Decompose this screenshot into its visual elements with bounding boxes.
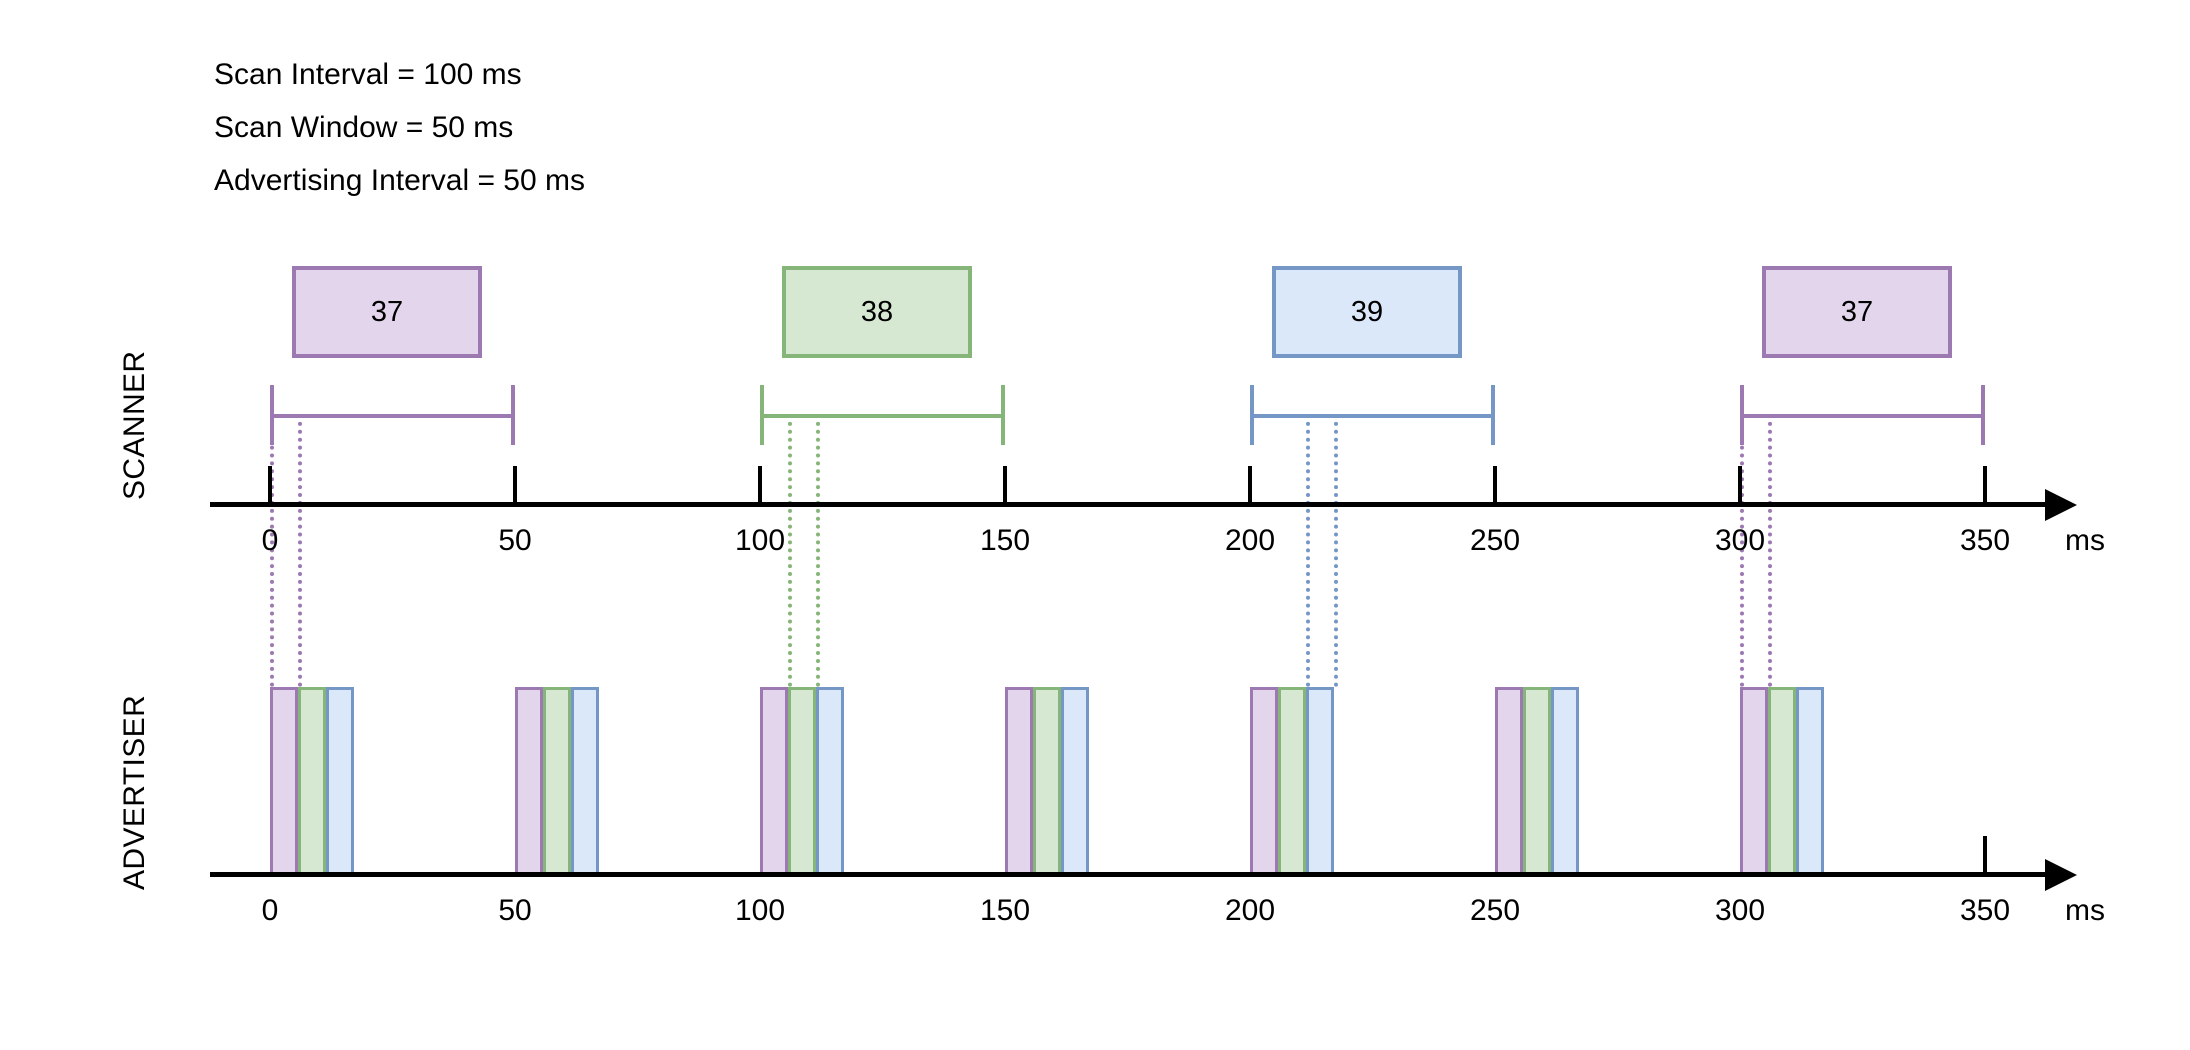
advertiser-axis-tick-label: 100 [734,894,786,927]
advertiser-axis-tick [1983,836,1987,874]
match-connector-line [1767,414,1772,687]
advertiser-packet-bar [1005,687,1033,877]
advertiser-axis-tick-label: 0 [261,894,279,927]
advertiser-packet-bar [1795,687,1824,877]
scan-window-bracket [270,385,515,445]
param-advertising-interval: Advertising Interval = 50 ms [214,164,586,197]
row-label-advertiser: ADVERTISER [118,694,151,890]
scanner-axis-tick [1738,466,1742,504]
advertiser-packet-bar [1032,687,1061,877]
scanner-channel-label: 37 [370,295,404,328]
advertiser-packet-bar [1550,687,1579,877]
advertiser-packet-bar [570,687,599,877]
match-connector-line [270,414,274,687]
scanner-axis-tick [1248,466,1252,504]
scanner-axis-arrow-icon [2045,489,2077,521]
scanner-axis-line [210,502,2045,507]
match-connector-line [787,414,792,687]
advertiser-packet-bar [1740,687,1768,877]
scan-window-bracket [760,385,1005,445]
advertiser-axis-tick-label: 50 [498,894,532,927]
advertiser-axis-unit-label: ms [2065,894,2105,927]
row-label-scanner: SCANNER [118,350,151,501]
advertiser-packet-bar [1250,687,1278,877]
scanner-channel-box: 38 [782,266,972,358]
scanner-axis-tick-label: 0 [261,524,279,557]
scan-window-bracket [1250,385,1495,445]
scanner-channel-box: 37 [1762,266,1952,358]
scanner-axis-tick [1003,466,1007,504]
advertiser-packet-bar [542,687,571,877]
advertiser-packet-bar [1305,687,1334,877]
bracket-span-line [1250,414,1495,418]
scanner-axis-tick-label: 50 [498,524,532,557]
match-connector-line [1333,414,1338,687]
advertiser-axis-tick-label: 350 [1959,894,2011,927]
scanner-axis-tick [1493,466,1497,504]
advertiser-packet-bar [270,687,298,877]
advertiser-packet-bar [297,687,326,877]
param-scan-window: Scan Window = 50 ms [214,111,514,144]
scanner-channel-box: 37 [292,266,482,358]
advertiser-packet-bar [325,687,354,877]
scanner-axis-tick-label: 100 [734,524,786,557]
advertiser-axis-tick-label: 150 [979,894,1031,927]
bracket-span-line [760,414,1005,418]
scanner-axis-tick-label: 300 [1714,524,1766,557]
scanner-axis-tick-label: 150 [979,524,1031,557]
advertiser-axis-tick-label: 250 [1469,894,1521,927]
advertiser-axis-arrow-icon [2045,859,2077,891]
bracket-span-line [1740,414,1985,418]
advertiser-packet-bar [815,687,844,877]
match-connector-line [815,414,820,687]
scanner-channel-label: 38 [860,295,894,328]
advertiser-packet-bar [1522,687,1551,877]
scanner-axis-tick-label: 250 [1469,524,1521,557]
scanner-axis-tick-label: 350 [1959,524,2011,557]
scanner-channel-box: 39 [1272,266,1462,358]
scanner-channel-label: 37 [1840,295,1874,328]
scanner-axis-tick [513,466,517,504]
scanner-axis-tick [268,466,272,504]
scanner-axis-tick-label: 200 [1224,524,1276,557]
advertiser-packet-bar [1060,687,1089,877]
parameter-list: Scan Interval = 100 ms Scan Window = 50 … [214,48,585,207]
scanner-axis-tick [1983,466,1987,504]
match-connector-line [1740,414,1744,687]
advertiser-packet-bar [760,687,788,877]
param-scan-interval: Scan Interval = 100 ms [214,58,522,91]
advertiser-packet-bar [787,687,816,877]
scanner-channel-label: 39 [1350,295,1384,328]
advertiser-packet-bar [1495,687,1523,877]
match-connector-line [1305,414,1310,687]
advertiser-axis-tick-label: 300 [1714,894,1766,927]
scanner-axis-unit-label: ms [2065,524,2105,557]
advertiser-axis-line [210,872,2045,877]
match-connector-line [297,414,302,687]
advertiser-packet-bar [1277,687,1306,877]
scan-window-bracket [1740,385,1985,445]
advertiser-packet-bar [515,687,543,877]
scanner-axis-tick [758,466,762,504]
bracket-span-line [270,414,515,418]
advertiser-axis-tick-label: 200 [1224,894,1276,927]
advertiser-packet-bar [1767,687,1796,877]
